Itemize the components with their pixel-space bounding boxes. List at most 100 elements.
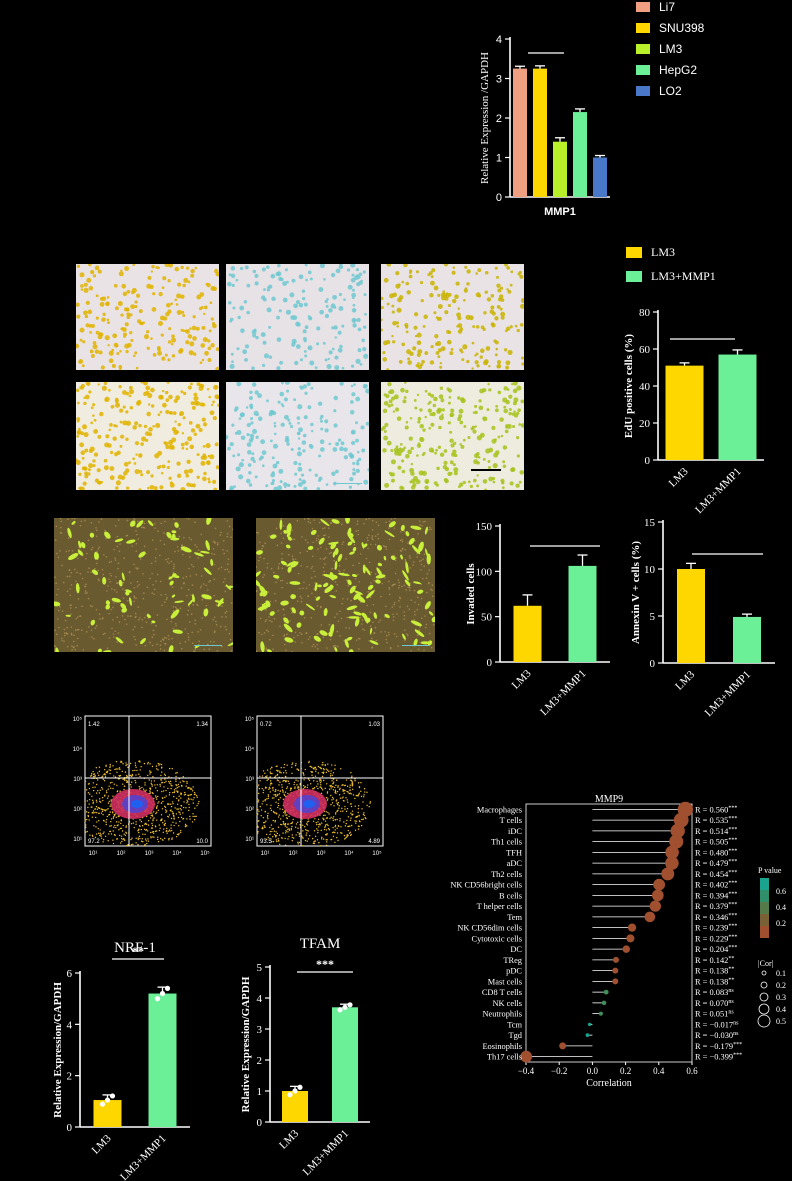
cell-dot — [165, 409, 170, 415]
invading-cell — [323, 573, 334, 578]
event-dot — [147, 838, 149, 840]
cell-dot — [496, 365, 500, 369]
cell-dot — [486, 408, 490, 412]
event-dot — [123, 833, 125, 835]
cell-dot — [128, 394, 132, 398]
cell-dot — [505, 425, 508, 429]
event-dot — [283, 779, 285, 782]
cell-dot — [354, 421, 358, 425]
texture-dot — [305, 632, 308, 634]
event-dot — [90, 774, 93, 776]
texture-dot — [348, 627, 351, 629]
cell-dot — [504, 329, 508, 333]
invading-cell — [147, 520, 154, 527]
event-dot — [149, 817, 152, 819]
event-dot — [334, 824, 337, 827]
cell-dot — [484, 488, 488, 490]
texture-dot — [224, 625, 227, 628]
texture-dot — [414, 601, 416, 604]
texture-dot — [355, 530, 358, 532]
event-dot — [198, 800, 200, 803]
cell-dot — [186, 459, 191, 464]
texture-dot — [216, 543, 219, 546]
event-dot — [365, 817, 367, 820]
cell-dot — [420, 299, 424, 303]
cell-dot — [451, 270, 456, 275]
texture-dot — [179, 607, 182, 610]
invading-cell — [265, 600, 271, 608]
texture-dot — [263, 632, 266, 634]
cell-dot — [250, 416, 254, 420]
cell-dot — [350, 264, 356, 268]
texture-dot — [105, 556, 108, 558]
invading-cell — [174, 522, 179, 528]
texture-dot — [150, 562, 153, 565]
cell-dot — [252, 333, 257, 338]
cell-dot — [286, 442, 290, 446]
texture-dot — [75, 580, 77, 583]
cell-dot — [398, 283, 401, 286]
invading-cell — [352, 547, 357, 552]
cell-dot — [120, 327, 124, 331]
cell-dot — [139, 321, 143, 326]
event-dot — [286, 817, 289, 820]
event-dot — [345, 836, 348, 838]
cell-dot — [516, 435, 520, 440]
cell-dot — [499, 307, 503, 311]
event-dot — [357, 807, 360, 810]
x-axis-label: MMP1 — [544, 206, 576, 218]
cell-dot — [170, 342, 174, 346]
event-dot — [178, 795, 180, 797]
cell-dot — [76, 388, 80, 393]
event-dot — [137, 837, 139, 839]
texture-dot — [424, 520, 426, 523]
texture-dot — [407, 634, 409, 637]
event-dot — [287, 831, 289, 833]
event-dot — [158, 829, 161, 832]
texture-dot — [116, 591, 118, 593]
cell-dot — [298, 427, 303, 433]
cell-dot — [503, 405, 507, 409]
event-dot — [126, 780, 128, 783]
texture-dot — [78, 548, 81, 550]
cell-dot — [78, 427, 81, 431]
cell-dot — [134, 441, 140, 446]
texture-dot — [315, 537, 318, 540]
cell-dot — [210, 285, 216, 291]
cell-dot — [244, 358, 248, 362]
cell-dot — [453, 467, 459, 473]
cell-dot — [248, 395, 253, 401]
y-tick-label: 10⁴ — [245, 746, 255, 753]
texture-dot — [63, 632, 66, 635]
texture-dot — [122, 581, 125, 584]
cell-dot — [98, 350, 103, 355]
cell-dot — [307, 405, 312, 410]
event-dot — [164, 809, 167, 811]
event-dot — [97, 774, 100, 777]
texture-dot — [396, 613, 398, 615]
lollipop-dot — [559, 1042, 567, 1050]
cell-dot — [119, 349, 122, 353]
texture-dot — [283, 613, 285, 616]
cell-dot — [497, 390, 502, 395]
invading-cell — [384, 613, 390, 619]
event-dot — [147, 774, 149, 777]
cell-dot — [96, 480, 101, 485]
cell-dot — [138, 309, 143, 314]
texture-dot — [370, 581, 372, 584]
event-dot — [146, 842, 148, 845]
event-dot — [326, 841, 328, 843]
texture-dot — [103, 554, 105, 556]
cell-dot — [232, 454, 236, 458]
invading-cell — [329, 623, 335, 636]
data-point — [104, 1097, 111, 1103]
texture-dot — [74, 648, 77, 651]
texture-dot — [359, 553, 362, 555]
cell-dot — [103, 465, 109, 471]
cell-dot — [186, 482, 191, 487]
texture-dot — [79, 524, 82, 527]
texture-dot — [275, 527, 278, 530]
texture-dot — [195, 573, 198, 576]
event-dot — [99, 789, 101, 791]
event-dot — [344, 837, 347, 839]
